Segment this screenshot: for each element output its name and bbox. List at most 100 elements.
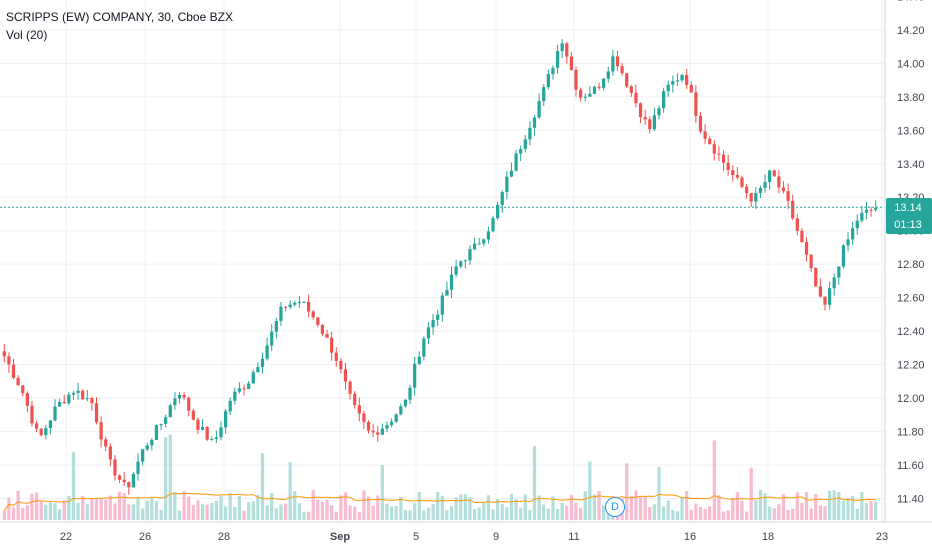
volume-bar xyxy=(394,505,398,520)
candle-body xyxy=(117,475,122,480)
volume-bar xyxy=(703,508,707,520)
time-axis[interactable]: 22 26 28 Sep 5 9 11 16 18 23 xyxy=(60,531,888,543)
volume-bar xyxy=(2,510,6,520)
candle-body xyxy=(708,138,712,145)
candle-body xyxy=(205,427,209,440)
volume-bar xyxy=(874,501,878,520)
volume-bar xyxy=(39,501,43,520)
volume-bar xyxy=(214,500,219,520)
candle-body xyxy=(588,93,592,97)
candle-body xyxy=(661,91,666,109)
candle-body xyxy=(496,204,500,219)
time-tick-label: 28 xyxy=(218,531,230,543)
volume-bar xyxy=(25,505,29,520)
volume-bar xyxy=(689,509,693,520)
volume-bar xyxy=(555,509,560,520)
candle-body xyxy=(606,71,610,79)
price-tick-label: 13.80 xyxy=(897,92,925,104)
candle-body xyxy=(744,186,749,194)
volume-bar xyxy=(740,500,744,520)
candle-body xyxy=(832,277,836,289)
candle-body xyxy=(602,78,606,88)
volume-bar xyxy=(509,493,514,520)
volume-bar xyxy=(546,508,550,520)
volume-bar xyxy=(399,496,403,520)
candle-body xyxy=(219,427,223,438)
candle-body xyxy=(99,422,103,440)
volume-bar xyxy=(302,511,306,520)
volume-bar xyxy=(233,507,237,520)
volume-bar xyxy=(376,495,380,520)
candle-body xyxy=(523,139,527,150)
candle-body xyxy=(302,301,306,303)
candle-body xyxy=(141,449,145,462)
volume-legend[interactable]: Vol (20) xyxy=(6,28,48,42)
volume-bar xyxy=(177,510,182,520)
candle-body xyxy=(800,230,804,243)
volume-bar xyxy=(851,495,855,520)
volume-bar xyxy=(781,494,786,520)
candle-body xyxy=(763,182,767,188)
volume-bar xyxy=(48,501,53,520)
candle-body xyxy=(62,401,66,404)
price-tick-label: 14.00 xyxy=(897,58,925,70)
candle-body xyxy=(712,144,716,154)
candle-body xyxy=(108,446,112,460)
volume-bars xyxy=(2,434,878,520)
volume-bar xyxy=(58,509,62,520)
volume-ma-line xyxy=(3,492,876,512)
candle-body xyxy=(191,410,195,420)
volume-bar xyxy=(602,505,606,520)
candle-body xyxy=(855,220,859,229)
volume-bar xyxy=(449,506,454,520)
candle-body xyxy=(182,394,186,398)
grid-lines xyxy=(0,0,885,522)
candle-body xyxy=(597,86,601,88)
candle-body xyxy=(620,66,624,74)
symbol-legend[interactable]: SCRIPPS (EW) COMPANY, 30, Cboe BZX xyxy=(6,10,233,24)
volume-bar xyxy=(85,504,89,520)
dividend-marker[interactable]: D xyxy=(605,497,625,517)
time-tick-label: 18 xyxy=(762,531,774,543)
candle-body xyxy=(154,425,159,440)
volume-bar xyxy=(827,490,832,520)
candle-body xyxy=(754,193,758,202)
volume-bar xyxy=(316,499,320,520)
volume-bar xyxy=(104,499,108,520)
volume-bar xyxy=(330,505,334,520)
candle-body xyxy=(814,268,818,287)
volume-bar xyxy=(196,500,200,520)
price-axis[interactable]: 14.4014.2014.0013.8013.6013.4013.2013.00… xyxy=(897,0,925,506)
volume-bar xyxy=(837,491,841,520)
candle-body xyxy=(173,398,177,406)
candle-body xyxy=(21,385,25,394)
volume-bar xyxy=(436,492,440,520)
candle-body xyxy=(94,403,99,423)
volume-bar xyxy=(768,506,772,520)
volume-bar xyxy=(205,504,209,520)
volume-bar xyxy=(440,496,444,520)
candle-body xyxy=(274,320,278,332)
candle-body xyxy=(698,115,703,132)
candle-body xyxy=(454,266,458,275)
volume-bar xyxy=(403,509,408,520)
volume-bar xyxy=(251,501,255,520)
volume-bar xyxy=(311,490,315,520)
candle-body xyxy=(675,80,680,82)
volume-bar xyxy=(818,505,822,520)
volume-bar xyxy=(657,466,661,520)
candle-body xyxy=(643,117,647,120)
candle-body xyxy=(791,200,795,219)
volume-bar xyxy=(717,495,721,520)
volume-bar xyxy=(200,504,205,520)
volume-bar xyxy=(560,502,564,520)
volume-bar xyxy=(413,503,417,520)
candle-body xyxy=(579,89,583,98)
candle-body xyxy=(638,103,643,118)
time-tick-label: 26 xyxy=(139,531,151,543)
volume-bar xyxy=(855,509,859,520)
volume-bar xyxy=(795,492,799,520)
volume-bar xyxy=(721,511,726,520)
candle-body xyxy=(781,187,786,192)
